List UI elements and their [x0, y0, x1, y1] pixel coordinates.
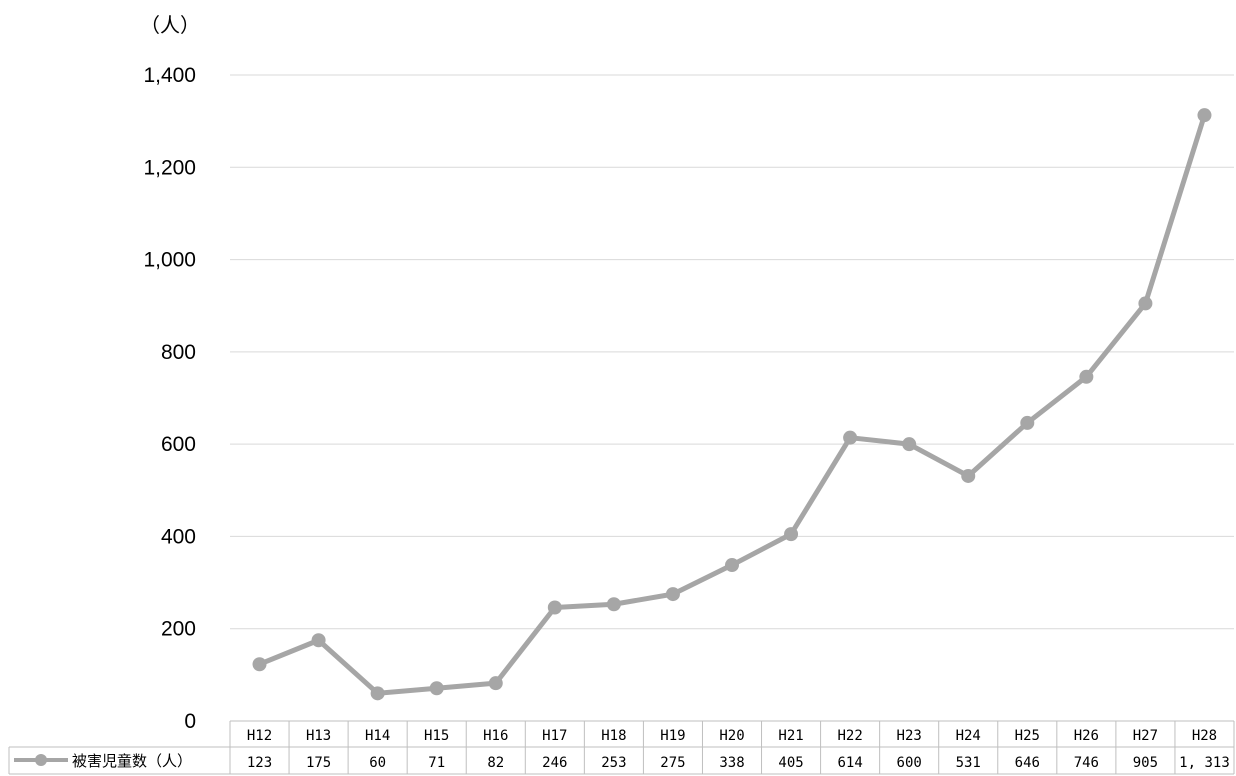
x-tick-label: H16: [483, 728, 508, 744]
data-point: [311, 633, 326, 648]
data-point: [1197, 108, 1212, 123]
data-point: [725, 558, 739, 573]
data-label: 646: [1015, 755, 1040, 771]
data-label: 123: [247, 755, 272, 771]
data-point: [370, 686, 385, 701]
data-label: 175: [306, 755, 331, 771]
data-point: [252, 657, 267, 672]
data-label: 71: [428, 755, 445, 771]
data-point: [1079, 369, 1094, 384]
x-tick-label: H26: [1074, 728, 1099, 744]
x-tick-label: H28: [1192, 728, 1217, 744]
data-point: [665, 587, 680, 602]
y-tick-label: 1,000: [143, 249, 196, 272]
y-tick-label: 400: [161, 525, 196, 548]
legend-label: 被害児童数（人）: [72, 752, 192, 770]
x-tick-label: H25: [1015, 728, 1040, 744]
legend-marker-key: [35, 754, 47, 766]
data-point: [488, 676, 503, 691]
data-label: 246: [542, 755, 567, 771]
data-label: 253: [601, 755, 626, 771]
x-tick-label: H17: [542, 728, 567, 744]
data-label: 405: [778, 755, 803, 771]
data-point: [547, 600, 562, 615]
data-label: 82: [487, 755, 504, 771]
data-point: [429, 681, 444, 696]
x-tick-label: H15: [424, 728, 449, 744]
data-point: [843, 430, 858, 445]
data-label: 1, 313: [1179, 755, 1230, 771]
data-label: 60: [369, 755, 386, 771]
data-table: H12 123 H13 175 H14 60 H15 71 H16 82 H17 246 H18 253 H…: [8, 720, 1235, 775]
data-point: [1138, 296, 1153, 311]
data-label: 275: [660, 755, 685, 771]
x-tick-label: H24: [956, 728, 981, 744]
series-line: [257, 112, 1207, 696]
y-tick-label: 800: [161, 341, 196, 364]
y-tick-label: 0: [184, 710, 196, 733]
x-tick-label: H22: [837, 728, 862, 744]
x-tick-label: H19: [660, 728, 685, 744]
data-point: [902, 437, 917, 452]
x-tick-label: H20: [719, 728, 744, 744]
y-tick-label: 1,200: [143, 156, 196, 179]
x-tick-label: H23: [897, 728, 922, 744]
x-tick-label: H14: [365, 728, 390, 744]
data-label: 746: [1074, 755, 1099, 771]
data-series: [252, 108, 1212, 701]
x-tick-label: H21: [778, 728, 803, 744]
x-tick-label: H12: [247, 728, 272, 744]
data-point: [606, 597, 621, 612]
data-label: 338: [719, 755, 744, 771]
x-tick-label: H18: [601, 728, 626, 744]
y-tick-label: 1,400: [143, 64, 196, 87]
data-point: [961, 468, 976, 483]
legend: 被害児童数（人）: [14, 752, 192, 770]
x-tick-label: H27: [1133, 728, 1158, 744]
y-tick-label: 600: [161, 433, 196, 456]
data-label: 600: [897, 755, 922, 771]
y-tick-label: 200: [161, 618, 196, 641]
data-point: [1020, 415, 1035, 430]
gridlines: [230, 74, 1234, 630]
data-label: 905: [1133, 755, 1158, 771]
data-label: 614: [837, 755, 862, 771]
x-tick-label: H13: [306, 728, 331, 744]
data-label: 531: [956, 755, 981, 771]
data-point: [784, 527, 799, 542]
y-unit-label: （人）: [140, 13, 200, 37]
y-axis-ticks: 0 200 400 600 800 1,000 1,200 1,400: [143, 64, 196, 733]
